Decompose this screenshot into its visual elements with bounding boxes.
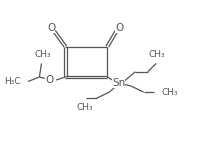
Text: O: O (115, 23, 124, 33)
Text: CH₃: CH₃ (77, 103, 94, 112)
Text: CH₃: CH₃ (149, 50, 166, 59)
Text: CH₃: CH₃ (161, 88, 178, 97)
Text: O: O (47, 23, 55, 33)
Text: H₃C: H₃C (4, 77, 21, 86)
Text: O: O (45, 75, 54, 85)
Text: Sn: Sn (112, 78, 125, 88)
Text: CH₃: CH₃ (34, 50, 51, 59)
